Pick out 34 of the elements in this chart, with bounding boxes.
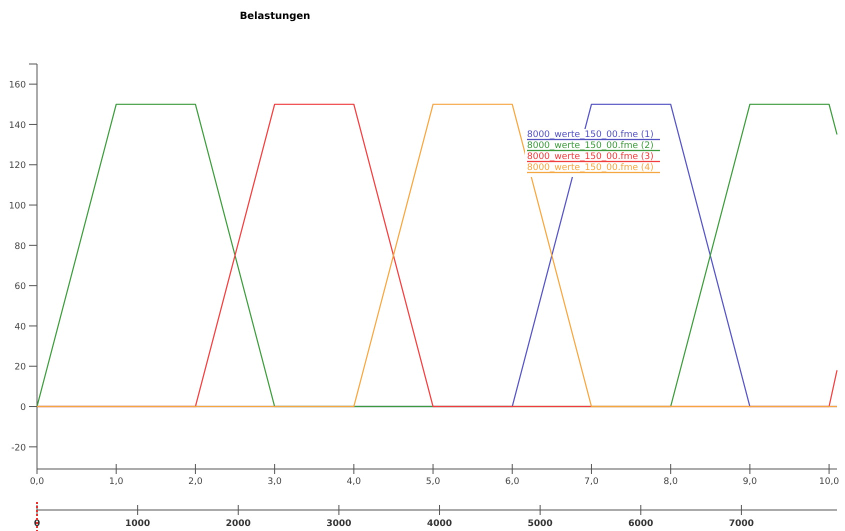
x2-tick-label: 2000 [226, 519, 251, 529]
x-tick-label: 1,0 [109, 477, 124, 487]
x2-tick-label: 3000 [326, 519, 352, 529]
series-label: 8000_werte_150_00.fme (4) [527, 163, 654, 173]
x-tick-label: 4,0 [346, 477, 362, 487]
x-tick-label: 7,0 [584, 477, 599, 487]
y-tick-label: 140 [8, 120, 26, 131]
y-tick-label: 80 [14, 242, 26, 252]
y-tick-label: 0 [20, 403, 26, 414]
x-tick-label: 0,0 [30, 477, 44, 487]
x2-tick-label: 7000 [728, 519, 754, 529]
x-tick-label: 5,0 [426, 477, 440, 487]
y-tick-label: 100 [8, 202, 26, 212]
x-tick-label: 6,0 [505, 477, 520, 487]
x-tick-label: 3,0 [267, 477, 282, 487]
y-tick-label: 120 [8, 161, 26, 172]
y-tick-label: 160 [8, 80, 26, 91]
x-tick-label: 9,0 [742, 477, 758, 487]
text: 8000_werte_150_00.fme (3) [527, 152, 654, 162]
y-tick-label: 60 [14, 282, 26, 292]
x-tick-label: 8,0 [664, 477, 678, 487]
y-tick-label: 20 [14, 362, 26, 373]
x2-tick-label: 5000 [528, 519, 553, 529]
x-tick-label: 2,0 [188, 477, 203, 487]
x2-tick-label: 1000 [125, 519, 150, 529]
x-tick-label: 10,0 [819, 477, 840, 487]
x2-tick-label: 4000 [426, 519, 452, 529]
text: 8000_werte_150_00.fme (2) [527, 141, 654, 151]
x2-tick-label: 0 [34, 519, 40, 529]
y-tick-label: 40 [14, 322, 26, 332]
series-label: 8000_werte_150_00.fme (1) [527, 130, 654, 140]
x2-tick-label: 6000 [628, 519, 654, 529]
chart-title: Belastungen [240, 11, 310, 22]
y-tick-label: -20 [11, 443, 26, 454]
